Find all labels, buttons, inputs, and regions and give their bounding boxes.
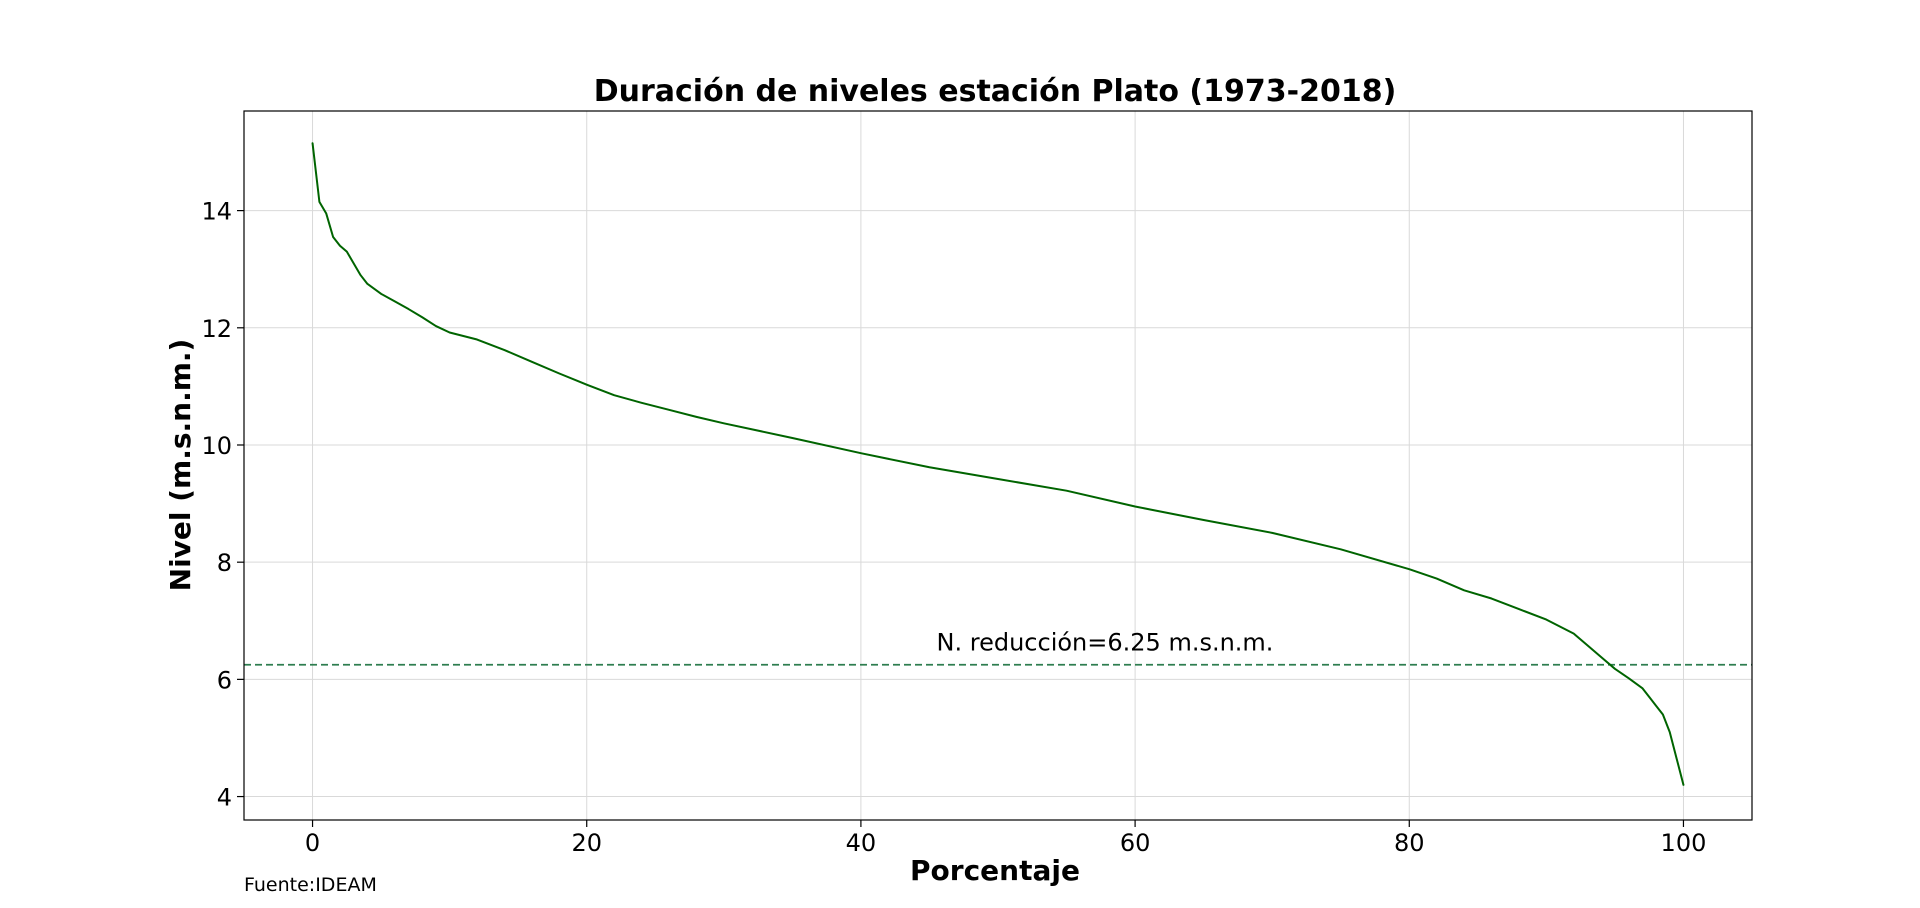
y-tick-label: 6	[217, 666, 232, 694]
series-group	[311, 142, 1685, 786]
y-tick-label: 8	[217, 549, 232, 577]
source-note: Fuente:IDEAM	[244, 874, 377, 896]
x-tick-label: 60	[1120, 829, 1151, 857]
series-line	[311, 142, 1685, 786]
y-tick-label: 12	[201, 315, 232, 343]
x-tick-label: 40	[846, 829, 877, 857]
plot-frame	[243, 110, 1753, 821]
axis-ticks: 0 20 40 60 80 100 4 6 8 10 12 14	[201, 198, 1706, 857]
y-tick-label: 4	[217, 784, 232, 812]
y-axis-label: Nivel (m.s.n.m.)	[164, 339, 197, 592]
x-tick-label: 80	[1394, 829, 1425, 857]
x-tick-label: 100	[1661, 829, 1707, 857]
grid-lines	[244, 111, 1752, 820]
chart-title: Duración de niveles estación Plato (1973…	[594, 74, 1397, 109]
y-tick-label: 10	[201, 432, 232, 460]
y-tick-label: 14	[201, 198, 232, 226]
x-tick-label: 20	[571, 829, 602, 857]
reference-line-label: N. reducción=6.25 m.s.n.m.	[937, 629, 1274, 657]
x-axis-label: Porcentaje	[910, 854, 1080, 887]
x-tick-label: 0	[305, 829, 320, 857]
